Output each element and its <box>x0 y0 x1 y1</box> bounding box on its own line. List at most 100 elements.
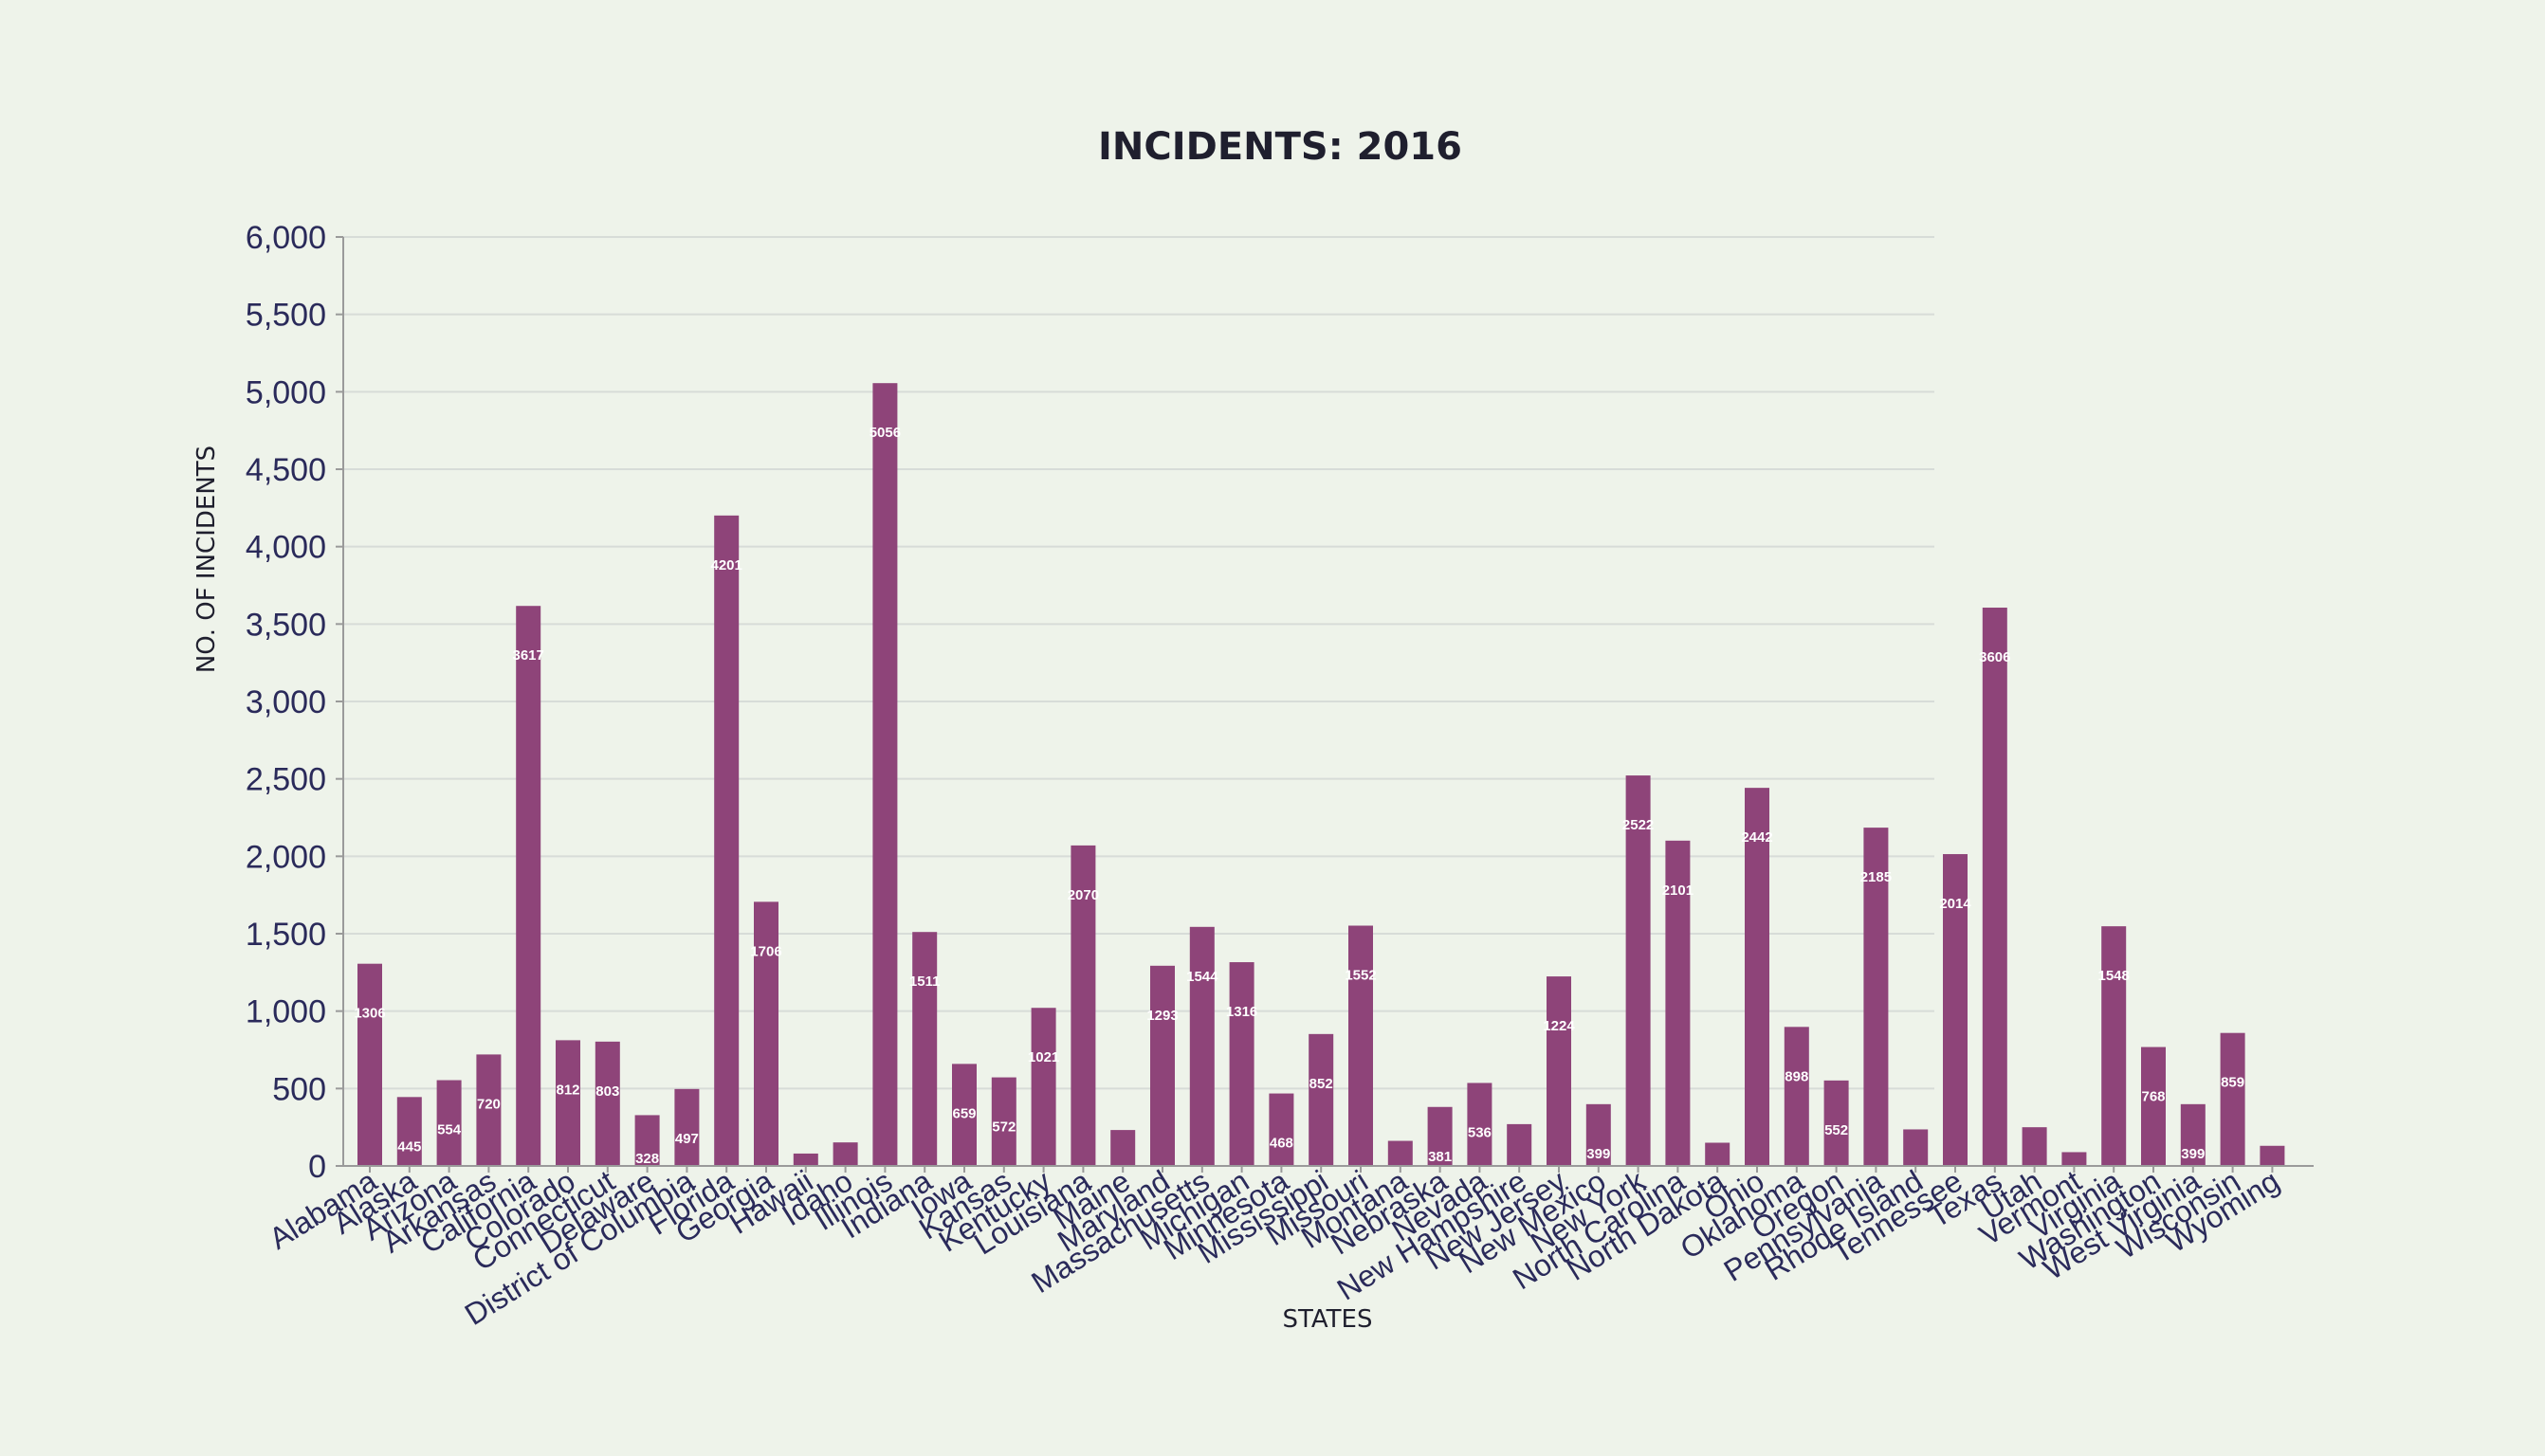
bar-value-label: 3617 <box>513 647 544 664</box>
bar[interactable] <box>872 383 898 1167</box>
bar[interactable] <box>833 1142 858 1166</box>
bar-value-label: 1021 <box>1028 1049 1059 1065</box>
bar-value-label: 399 <box>1586 1146 1610 1162</box>
bar[interactable] <box>1467 1083 1492 1166</box>
bar[interactable] <box>1943 854 1968 1166</box>
bar-value-label: 3606 <box>1979 649 2010 665</box>
bar[interactable] <box>2260 1145 2285 1166</box>
y-tick-label: 4,000 <box>246 530 326 566</box>
bar[interactable] <box>991 1077 1016 1166</box>
bar[interactable] <box>595 1041 620 1166</box>
bar[interactable] <box>476 1054 502 1166</box>
y-tick-label: 1,000 <box>246 994 326 1030</box>
bar-value-label: 554 <box>437 1122 462 1138</box>
y-axis-ticks: 0 500 1,000 1,500 2,000 2,500 3,000 3,500 4,000 4… <box>246 220 326 1185</box>
bar-value-label: 4201 <box>711 557 742 573</box>
bar[interactable] <box>2101 926 2127 1166</box>
bar[interactable] <box>1229 962 1254 1166</box>
bar[interactable] <box>1507 1123 1532 1166</box>
bar-value-label: 1706 <box>750 943 781 959</box>
y-tick-label: 2,000 <box>246 839 326 875</box>
bar[interactable] <box>674 1088 700 1166</box>
bar[interactable] <box>1031 1008 1056 1166</box>
bar-value-label: 2101 <box>1662 883 1694 899</box>
bar-value-label: 812 <box>556 1082 579 1098</box>
bar-value-label: 1293 <box>1146 1008 1178 1024</box>
bar[interactable] <box>634 1115 660 1166</box>
y-tick-label: 1,500 <box>246 917 326 953</box>
bar[interactable] <box>1665 840 1691 1166</box>
bar-value-label: 859 <box>2221 1075 2244 1091</box>
bar-value-label: 2442 <box>1741 829 1772 846</box>
bar[interactable] <box>754 901 778 1166</box>
bar-value-label: 720 <box>477 1096 501 1112</box>
bar-value-label: 1544 <box>1186 969 1218 985</box>
bar[interactable] <box>1625 775 1651 1166</box>
bar[interactable] <box>1071 845 1096 1166</box>
bar[interactable] <box>2180 1103 2206 1166</box>
y-tick-label: 5,000 <box>246 374 326 410</box>
bar[interactable] <box>1705 1142 1730 1167</box>
bar[interactable] <box>2022 1127 2047 1166</box>
y-axis-title: NO. OF INCIDENTS <box>192 446 221 673</box>
x-axis-ticks: AlabamaAlaskaArizonaArkansasCaliforniaCo… <box>264 1163 2286 1332</box>
value-labels: 1306 445 554 720 3617 812 803 328 497 4201 1706 505… <box>354 425 2244 1167</box>
bar-value-label: 1548 <box>2098 968 2130 984</box>
y-tick-label: 3,000 <box>246 684 326 720</box>
y-tick-label: 5,500 <box>246 298 326 334</box>
bar-value-label: 2070 <box>1068 887 1099 903</box>
bar[interactable] <box>2220 1032 2245 1166</box>
bar[interactable] <box>2061 1152 2087 1166</box>
bar[interactable] <box>952 1064 977 1166</box>
bar[interactable] <box>516 606 541 1166</box>
bar-value-label: 2522 <box>1622 817 1654 833</box>
bar[interactable] <box>1427 1106 1453 1166</box>
bar[interactable] <box>1110 1130 1136 1166</box>
y-tick-label: 3,500 <box>246 607 326 643</box>
axes <box>336 236 2314 1173</box>
bar[interactable] <box>556 1040 580 1166</box>
bar[interactable] <box>1150 965 1175 1166</box>
bar[interactable] <box>396 1097 422 1166</box>
bar-value-label: 381 <box>1428 1149 1452 1165</box>
bar[interactable] <box>2141 1046 2166 1166</box>
bar-value-label: 1511 <box>909 974 941 990</box>
bar[interactable] <box>1745 788 1769 1166</box>
bar[interactable] <box>1784 1027 1809 1166</box>
y-tick-label: 0 <box>308 1149 326 1185</box>
bar-value-label: 445 <box>397 1138 421 1155</box>
bars <box>357 383 2285 1167</box>
bar[interactable] <box>1903 1129 1929 1166</box>
bar[interactable] <box>714 515 740 1166</box>
bar[interactable] <box>1387 1140 1413 1166</box>
bar-value-label: 497 <box>675 1131 699 1147</box>
bar-value-label: 1316 <box>1226 1004 1257 1020</box>
bar[interactable] <box>1863 828 1889 1166</box>
bar-value-label: 5056 <box>870 425 901 441</box>
bar[interactable] <box>357 963 382 1166</box>
gridlines <box>343 236 1934 1090</box>
bar[interactable] <box>912 932 938 1166</box>
bar[interactable] <box>1189 926 1215 1166</box>
bar[interactable] <box>1269 1093 1294 1166</box>
bar[interactable] <box>1309 1033 1334 1166</box>
y-tick-label: 500 <box>272 1071 326 1107</box>
bar-value-label: 803 <box>595 1083 619 1100</box>
bar[interactable] <box>1348 925 1373 1166</box>
bar-value-label: 468 <box>1270 1136 1293 1152</box>
bar[interactable] <box>1823 1080 1849 1166</box>
bar[interactable] <box>1982 608 2007 1166</box>
bar-value-label: 659 <box>952 1105 976 1121</box>
y-tick-label: 6,000 <box>246 220 326 256</box>
bar[interactable] <box>1547 976 1571 1166</box>
bar-value-label: 2185 <box>1860 869 1892 885</box>
bar-value-label: 768 <box>2141 1089 2165 1105</box>
bar-value-label: 399 <box>2181 1146 2205 1162</box>
y-tick-label: 4,500 <box>246 452 326 488</box>
x-axis-title: STATES <box>1283 1305 1373 1334</box>
bar[interactable] <box>1585 1103 1611 1166</box>
bar[interactable] <box>436 1080 462 1166</box>
bar[interactable] <box>793 1153 818 1166</box>
